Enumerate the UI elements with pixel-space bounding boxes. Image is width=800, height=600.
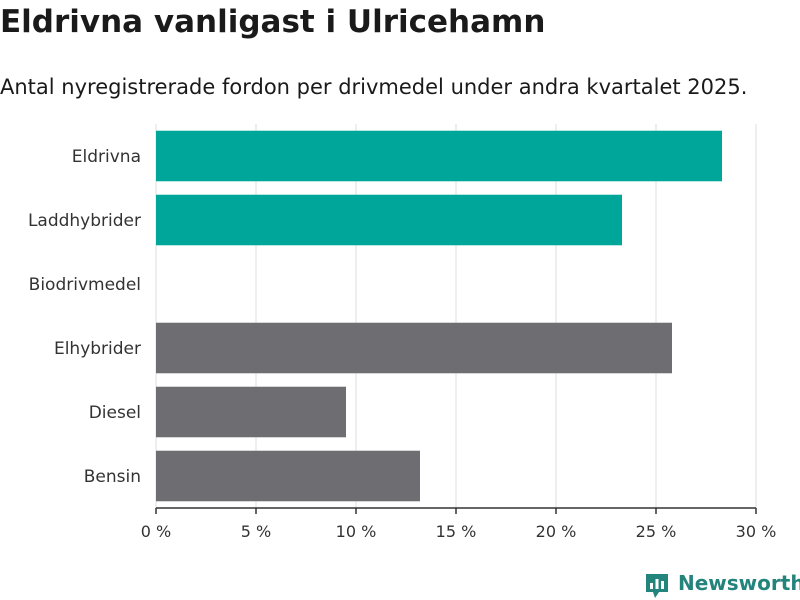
bar-elhybrider xyxy=(156,322,672,374)
newsworthy-logo: Newsworthy xyxy=(644,570,800,600)
category-label: Elhybrider xyxy=(54,339,141,359)
x-tick-label: 5 % xyxy=(241,522,271,541)
x-tick-label: 0 % xyxy=(141,522,171,541)
chart-title: Eldrivna vanligast i Ulricehamn xyxy=(0,4,546,40)
bar-laddhybrider xyxy=(156,194,622,246)
chart-subtitle: Antal nyregistrerade fordon per drivmede… xyxy=(0,75,748,99)
x-tick-label: 20 % xyxy=(536,522,577,541)
category-label: Laddhybrider xyxy=(28,211,141,231)
bar-chart: Eldrivna Laddhybrider Biodrivmedel Elhybrid… xyxy=(28,124,777,541)
x-tick-label: 30 % xyxy=(736,522,777,541)
bar-diesel xyxy=(156,386,346,438)
x-tick-label: 25 % xyxy=(636,522,677,541)
newsworthy-chart-logo-icon xyxy=(646,574,668,598)
bar-eldrivna xyxy=(156,130,722,182)
category-label: Diesel xyxy=(89,403,141,423)
category-label: Bensin xyxy=(84,467,141,487)
category-label: Eldrivna xyxy=(72,147,141,167)
bar-bensin xyxy=(156,450,420,502)
brand-name: Newsworthy xyxy=(678,571,800,595)
category-label: Biodrivmedel xyxy=(29,275,141,295)
x-tick-label: 10 % xyxy=(336,522,377,541)
x-tick-label: 15 % xyxy=(436,522,477,541)
